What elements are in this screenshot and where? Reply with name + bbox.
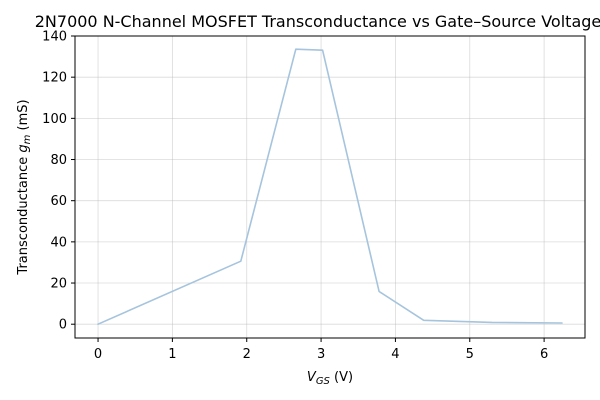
chart-title: 2N7000 N-Channel MOSFET Transconductance… [35, 12, 600, 31]
y-axis-label: Transconductance gm (mS) [16, 99, 33, 275]
y-axis-label-prefix: Transconductance [16, 153, 31, 276]
x-tick-label: 5 [466, 347, 474, 362]
y-tick-label: 80 [50, 153, 67, 168]
y-tick-label: 40 [50, 235, 67, 250]
x-axis-label-symbol: V [307, 370, 317, 385]
y-tick-label: 140 [42, 30, 67, 45]
series-line [97, 48, 563, 326]
grid [75, 35, 585, 338]
x-tick-label: 3 [317, 347, 325, 362]
y-tick-label: 0 [59, 318, 67, 333]
x-tick-label: 1 [168, 347, 176, 362]
y-tick-label: 20 [50, 277, 67, 292]
y-axis-label-symbol: g [16, 144, 31, 152]
y-axis-ticks: 0 20 40 60 80 100 120 140 [42, 30, 75, 333]
y-tick-label: 60 [50, 194, 67, 209]
x-tick-label: 0 [94, 347, 102, 362]
plot-frame [74, 35, 586, 339]
series [97, 48, 563, 326]
y-axis-label-subscript: m [22, 134, 33, 144]
x-tick-label: 6 [540, 347, 548, 362]
x-axis-label-unit: (V) [330, 370, 353, 385]
y-tick-label: 120 [42, 71, 67, 86]
x-axis-label-subscript: GS [316, 376, 331, 387]
x-axis-label: VGS (V) [307, 370, 353, 387]
x-axis-ticks: 0 1 2 3 4 5 6 [94, 338, 548, 362]
x-tick-label: 2 [243, 347, 251, 362]
y-tick-label: 100 [42, 112, 67, 127]
y-axis-label-unit: (mS) [16, 99, 31, 134]
x-tick-label: 4 [391, 347, 399, 362]
